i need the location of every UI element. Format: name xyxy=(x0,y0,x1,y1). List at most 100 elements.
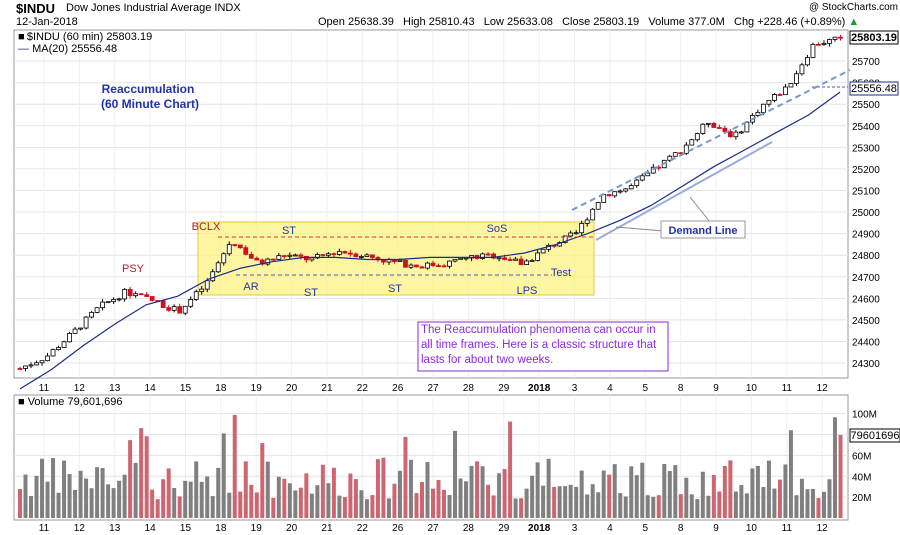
volume-bar xyxy=(315,485,320,518)
volume-bar xyxy=(95,467,100,518)
x-tick-label: 12 xyxy=(817,383,829,394)
candle-body xyxy=(458,257,463,260)
y-tick-label: 24300 xyxy=(852,359,880,370)
candle-body xyxy=(370,254,375,258)
volume-bar xyxy=(106,484,111,518)
volume-bar xyxy=(331,467,336,518)
candle-body xyxy=(56,347,61,350)
volume-bar xyxy=(656,495,661,518)
candle-body xyxy=(122,289,128,300)
demand-pointer-2 xyxy=(689,196,711,223)
volume-bar xyxy=(700,471,705,518)
volume-bar xyxy=(530,475,535,518)
candle-body xyxy=(215,262,221,273)
volume-bar xyxy=(188,481,193,518)
candle-body xyxy=(755,111,761,116)
volume-bar xyxy=(805,489,810,518)
symbol: $INDU xyxy=(16,1,56,16)
candle-body xyxy=(689,139,695,146)
candle-body xyxy=(414,264,419,268)
x-tick-label: 3 xyxy=(572,523,578,534)
volume-bar xyxy=(122,474,127,518)
volume-bar xyxy=(728,460,733,518)
x-tick-label: 28 xyxy=(463,523,475,534)
last-price-tag-label: 25803.19 xyxy=(851,32,897,44)
volume-bar xyxy=(348,473,353,518)
volume-bar xyxy=(199,481,204,518)
x-tick-label: 12 xyxy=(817,523,829,534)
candle-body xyxy=(507,259,513,261)
volume-bar xyxy=(442,489,447,518)
candle-body xyxy=(144,294,150,297)
volume-bar xyxy=(689,494,694,518)
volume-tick-label: 100M xyxy=(852,410,877,421)
volume-bar xyxy=(425,462,430,518)
ma-tag-label: 25556.48 xyxy=(851,83,897,95)
volume-bar xyxy=(579,470,584,518)
y-tick-label: 24900 xyxy=(852,230,880,241)
x-tick-label: 26 xyxy=(392,523,404,534)
demand-pointer-1 xyxy=(615,226,665,232)
candle-body xyxy=(83,316,89,329)
volume-tag-label: 79601696 xyxy=(851,430,900,442)
volume-bar xyxy=(353,479,358,518)
volume-bar xyxy=(739,485,744,518)
ma-tag xyxy=(849,81,899,96)
candle-body xyxy=(425,262,430,269)
volume-time-axis: 11 12 13 14 15 18 19 20 21 22 26 27 28 29 2018 3 4 5 8 9 10 1… xyxy=(39,523,828,534)
candle-body xyxy=(810,43,816,58)
volume-bar xyxy=(304,473,309,518)
x-tick-label: 27 xyxy=(428,383,440,394)
candle-body xyxy=(39,360,45,364)
volume-bar xyxy=(678,494,683,518)
candle-body xyxy=(364,254,370,257)
candle-body xyxy=(805,57,810,66)
volume-bar xyxy=(84,478,89,518)
volume-bar xyxy=(684,477,689,518)
candle-body xyxy=(480,253,485,259)
volume-bar xyxy=(326,483,331,518)
demand-line-box xyxy=(660,220,746,239)
volume-bar xyxy=(651,496,656,518)
volume-bar xyxy=(260,443,265,518)
candle-body xyxy=(447,260,452,267)
volume-bar xyxy=(458,478,463,518)
volume-bar xyxy=(232,414,237,518)
candle-body xyxy=(61,341,67,348)
volume-bar xyxy=(761,487,766,518)
x-tick-label: 19 xyxy=(251,523,263,534)
legend-ma: — MA(20) 25556.48 xyxy=(18,43,118,55)
y-tick-label: 24400 xyxy=(852,337,880,348)
note-box xyxy=(417,321,669,372)
x-tick-label: 10 xyxy=(746,383,758,394)
volume-bar xyxy=(711,475,716,518)
volume-bars xyxy=(18,414,843,518)
volume-bar xyxy=(276,476,281,518)
chart-title: Reaccumulation xyxy=(102,82,195,96)
symbol-name: Dow Jones Industrial Average INDX xyxy=(66,2,241,14)
candle-body xyxy=(292,254,298,257)
volume-bar xyxy=(618,493,623,518)
candle-body xyxy=(606,194,612,197)
candle-body xyxy=(595,202,601,210)
volume-bar xyxy=(519,498,524,518)
ma-line xyxy=(19,91,841,390)
label-bclx: BCLX xyxy=(192,221,221,233)
volume-bar xyxy=(733,491,738,518)
candle-body xyxy=(639,175,645,181)
label-demand-line: Demand Line xyxy=(668,225,737,237)
volume-bar xyxy=(788,430,793,518)
volume-bar xyxy=(552,486,557,518)
label-st-1: ST xyxy=(282,225,296,237)
trading-range-box xyxy=(197,221,595,296)
volume-tick-label: 60M xyxy=(852,451,871,462)
candle-body xyxy=(705,122,711,125)
volume-tag xyxy=(849,428,900,443)
y-tick-label: 24600 xyxy=(852,294,880,305)
x-tick-label: 5 xyxy=(643,523,649,534)
volume-bar xyxy=(750,468,755,518)
volume-bar xyxy=(210,496,215,518)
y-tick-label: 24500 xyxy=(852,316,880,327)
volume-bar xyxy=(381,457,386,518)
x-tick-label: 20 xyxy=(286,383,298,394)
